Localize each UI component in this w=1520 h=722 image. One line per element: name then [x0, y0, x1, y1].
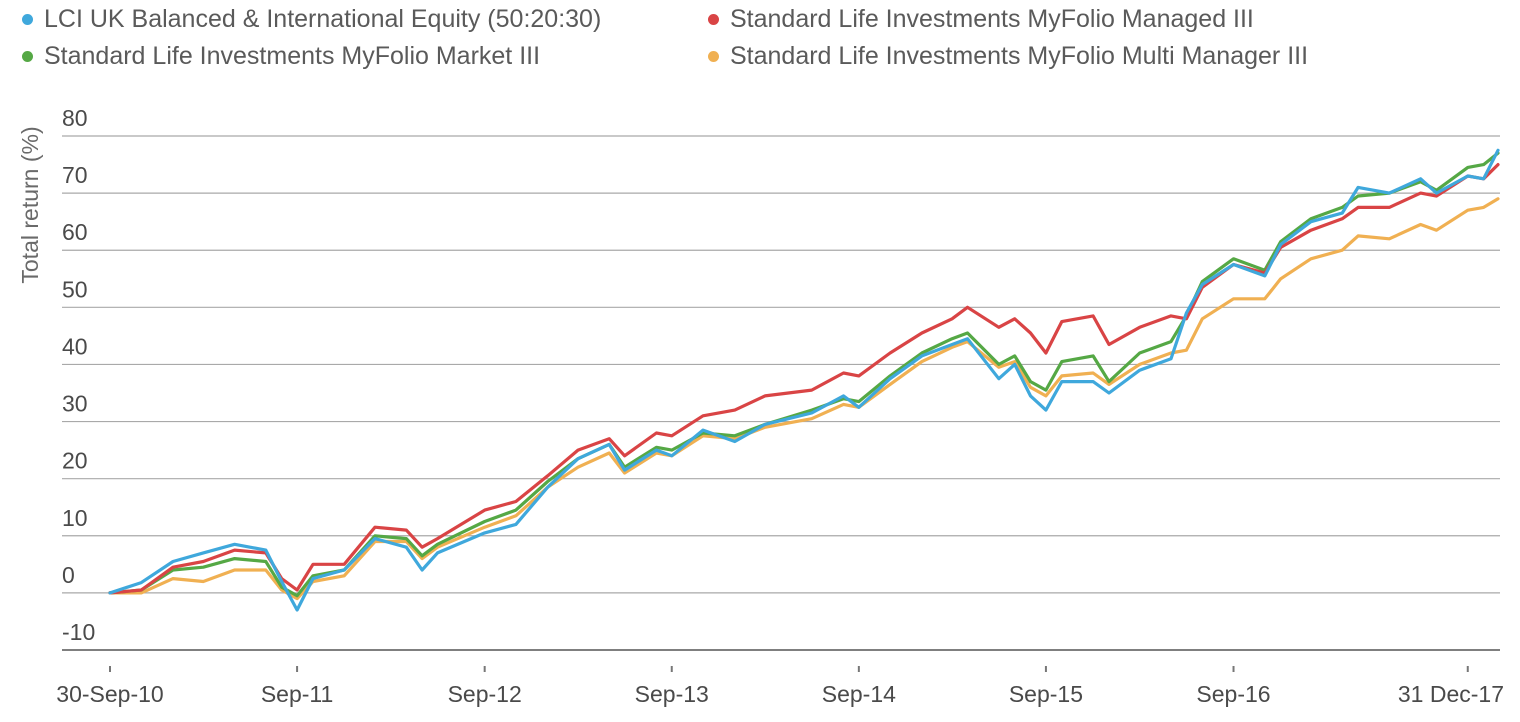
y-tick-label-80: 80: [62, 105, 88, 131]
y-axis-title: Total return (%): [17, 126, 43, 283]
series-line-standard-life-investments-myfolio-market-iii: [108, 151, 1500, 598]
x-tick-label-sep-13: Sep-13: [635, 681, 709, 707]
y-tick-label-60: 60: [62, 219, 88, 245]
y-tick-label-0: 0: [62, 562, 75, 588]
legend-label-myfolio-managed: Standard Life Investments MyFolio Manage…: [730, 5, 1254, 33]
legend-label-myfolio-multi-manager: Standard Life Investments MyFolio Multi …: [730, 42, 1309, 70]
legend-swatch-myfolio-multi-manager: [708, 51, 719, 62]
gridlines: [62, 135, 1500, 651]
y-tick-label-50: 50: [62, 276, 88, 302]
y-tick-label-70: 70: [62, 162, 88, 188]
legend-item-lci-uk-balanced: LCI UK Balanced & International Equity (…: [22, 5, 601, 34]
legend-label-lci-uk-balanced: LCI UK Balanced & International Equity (…: [44, 5, 602, 33]
x-tick-label-sep-14: Sep-14: [822, 681, 896, 707]
x-tick-label-sep-16: Sep-16: [1196, 681, 1270, 707]
x-tick-label-sep-15: Sep-15: [1009, 681, 1083, 707]
series-lines: [108, 148, 1500, 612]
legend-item-myfolio-managed: Standard Life Investments MyFolio Manage…: [708, 5, 1254, 34]
y-tick-label-20: 20: [62, 448, 88, 474]
x-tick-label-sep-11: Sep-11: [261, 681, 333, 707]
series-line-standard-life-investments-myfolio-multi-manager-iii: [108, 197, 1500, 601]
legend-label-myfolio-market: Standard Life Investments MyFolio Market…: [44, 42, 541, 70]
legend-swatch-myfolio-managed: [708, 14, 719, 25]
chart-legend: LCI UK Balanced & International Equity (…: [0, 0, 1520, 80]
legend-swatch-lci-uk-balanced: [22, 14, 33, 25]
legend-swatch-myfolio-market: [22, 51, 33, 62]
x-tick-label-31-dec-17: 31 Dec-17: [1398, 681, 1504, 707]
y-tick-label-10: 10: [62, 505, 88, 531]
y-axis-ticks: 80 70 60 50 40 30 20 10 0 -10: [62, 105, 95, 645]
y-tick-label-30: 30: [62, 391, 88, 417]
x-tick-label-sep-12: Sep-12: [448, 681, 522, 707]
series-line-standard-life-investments-myfolio-managed-iii: [108, 163, 1500, 595]
x-tick-label-30-sep-10: 30-Sep-10: [56, 681, 163, 707]
y-tick-label-10: -10: [62, 619, 95, 645]
y-tick-label-40: 40: [62, 333, 88, 359]
legend-item-myfolio-market: Standard Life Investments MyFolio Market…: [22, 42, 540, 71]
series-line-lci-uk-balanced-international-equity-50-20-30: [108, 148, 1500, 612]
x-axis-ticks: 30-Sep-10 Sep-11 Sep-12 Sep-13 Sep-14 Sep-15 S…: [56, 666, 1504, 707]
legend-item-myfolio-multi-manager: Standard Life Investments MyFolio Multi …: [708, 42, 1308, 71]
